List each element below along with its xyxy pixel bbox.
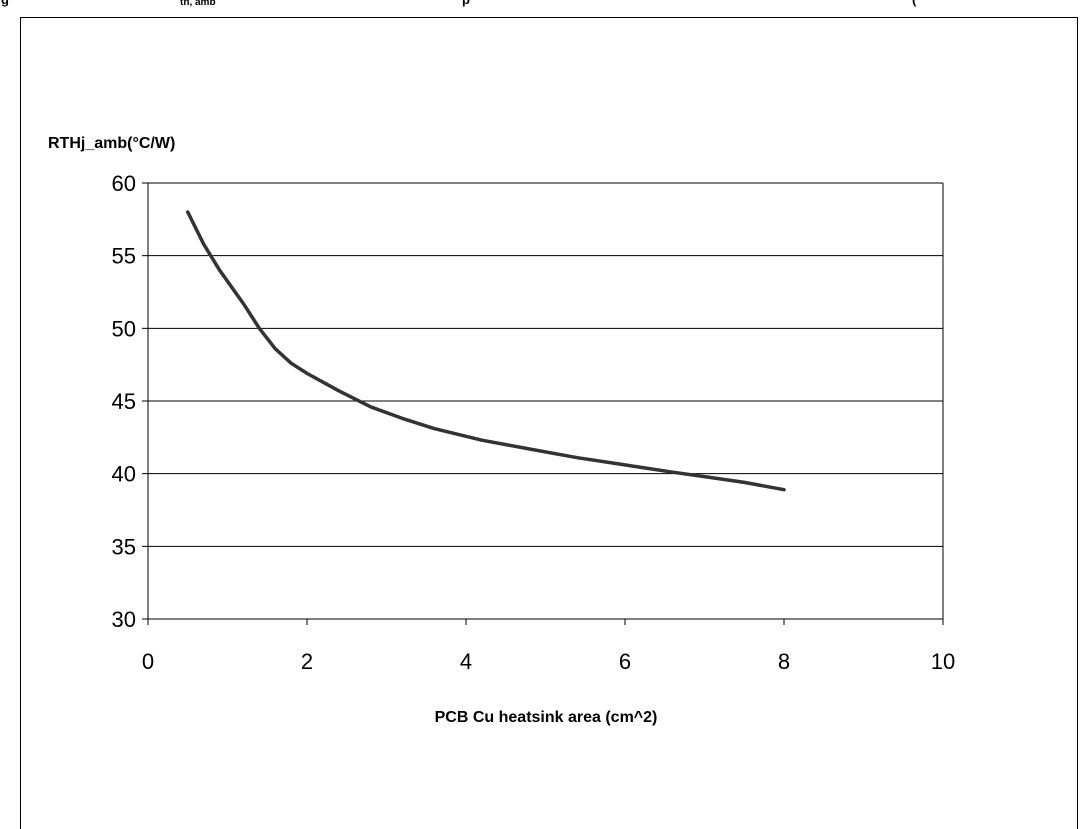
y-tick-label: 60 (112, 171, 136, 196)
caption-mid: th, amb (180, 0, 216, 8)
caption-right2: ( (912, 0, 916, 7)
x-tick-label: 4 (460, 649, 472, 674)
y-axis-title: RTHj_amb(°C/W) (48, 135, 175, 152)
grid-lines (148, 182, 943, 620)
caption-strip: g th, amb p ( (0, 0, 1080, 8)
x-tick-label: 10 (931, 649, 955, 674)
x-tick-label: 2 (301, 649, 313, 674)
series-line (186, 210, 786, 492)
caption-left: g (1, 0, 9, 7)
y-tick-label: 30 (112, 607, 136, 632)
x-tick-label: 6 (619, 649, 631, 674)
y-tick-label: 45 (112, 389, 136, 414)
y-tick-label: 55 (112, 244, 136, 269)
x-axis-title: PCB Cu heatsink area (cm^2) (435, 709, 658, 726)
y-tick-labels: 60 55 50 45 40 35 30 (112, 171, 136, 632)
x-tick-label: 0 (142, 649, 154, 674)
x-tick-labels: 0 2 4 6 8 10 (142, 649, 955, 674)
y-tick-label: 35 (112, 534, 136, 559)
figure-caption-fragment: g th, amb p ( (0, 0, 1080, 8)
chart-frame (20, 17, 1078, 829)
y-tick-label: 50 (112, 316, 136, 341)
tick-marks (142, 182, 944, 625)
y-tick-label: 40 (112, 462, 136, 487)
x-tick-label: 8 (778, 649, 790, 674)
caption-right: p (462, 0, 470, 7)
